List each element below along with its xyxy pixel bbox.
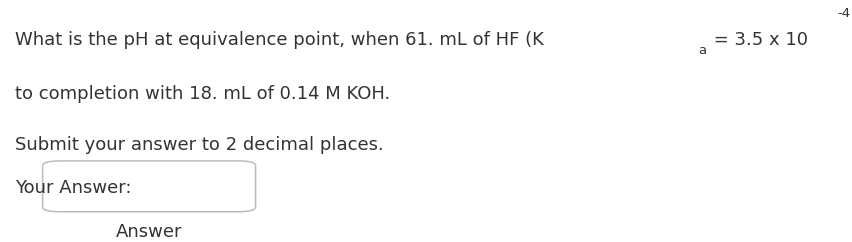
Text: a: a: [698, 44, 705, 57]
Text: = 3.5 x 10: = 3.5 x 10: [708, 31, 809, 49]
Text: Answer: Answer: [116, 223, 182, 241]
Text: Your Answer:: Your Answer:: [15, 179, 132, 197]
Text: Submit your answer to 2 decimal places.: Submit your answer to 2 decimal places.: [15, 136, 384, 153]
Text: -4: -4: [838, 7, 850, 20]
Text: What is the pH at equivalence point, when 61. mL of HF (K: What is the pH at equivalence point, whe…: [15, 31, 544, 49]
Text: to completion with 18. mL of 0.14 M KOH.: to completion with 18. mL of 0.14 M KOH.: [15, 85, 390, 103]
FancyBboxPatch shape: [43, 161, 256, 212]
